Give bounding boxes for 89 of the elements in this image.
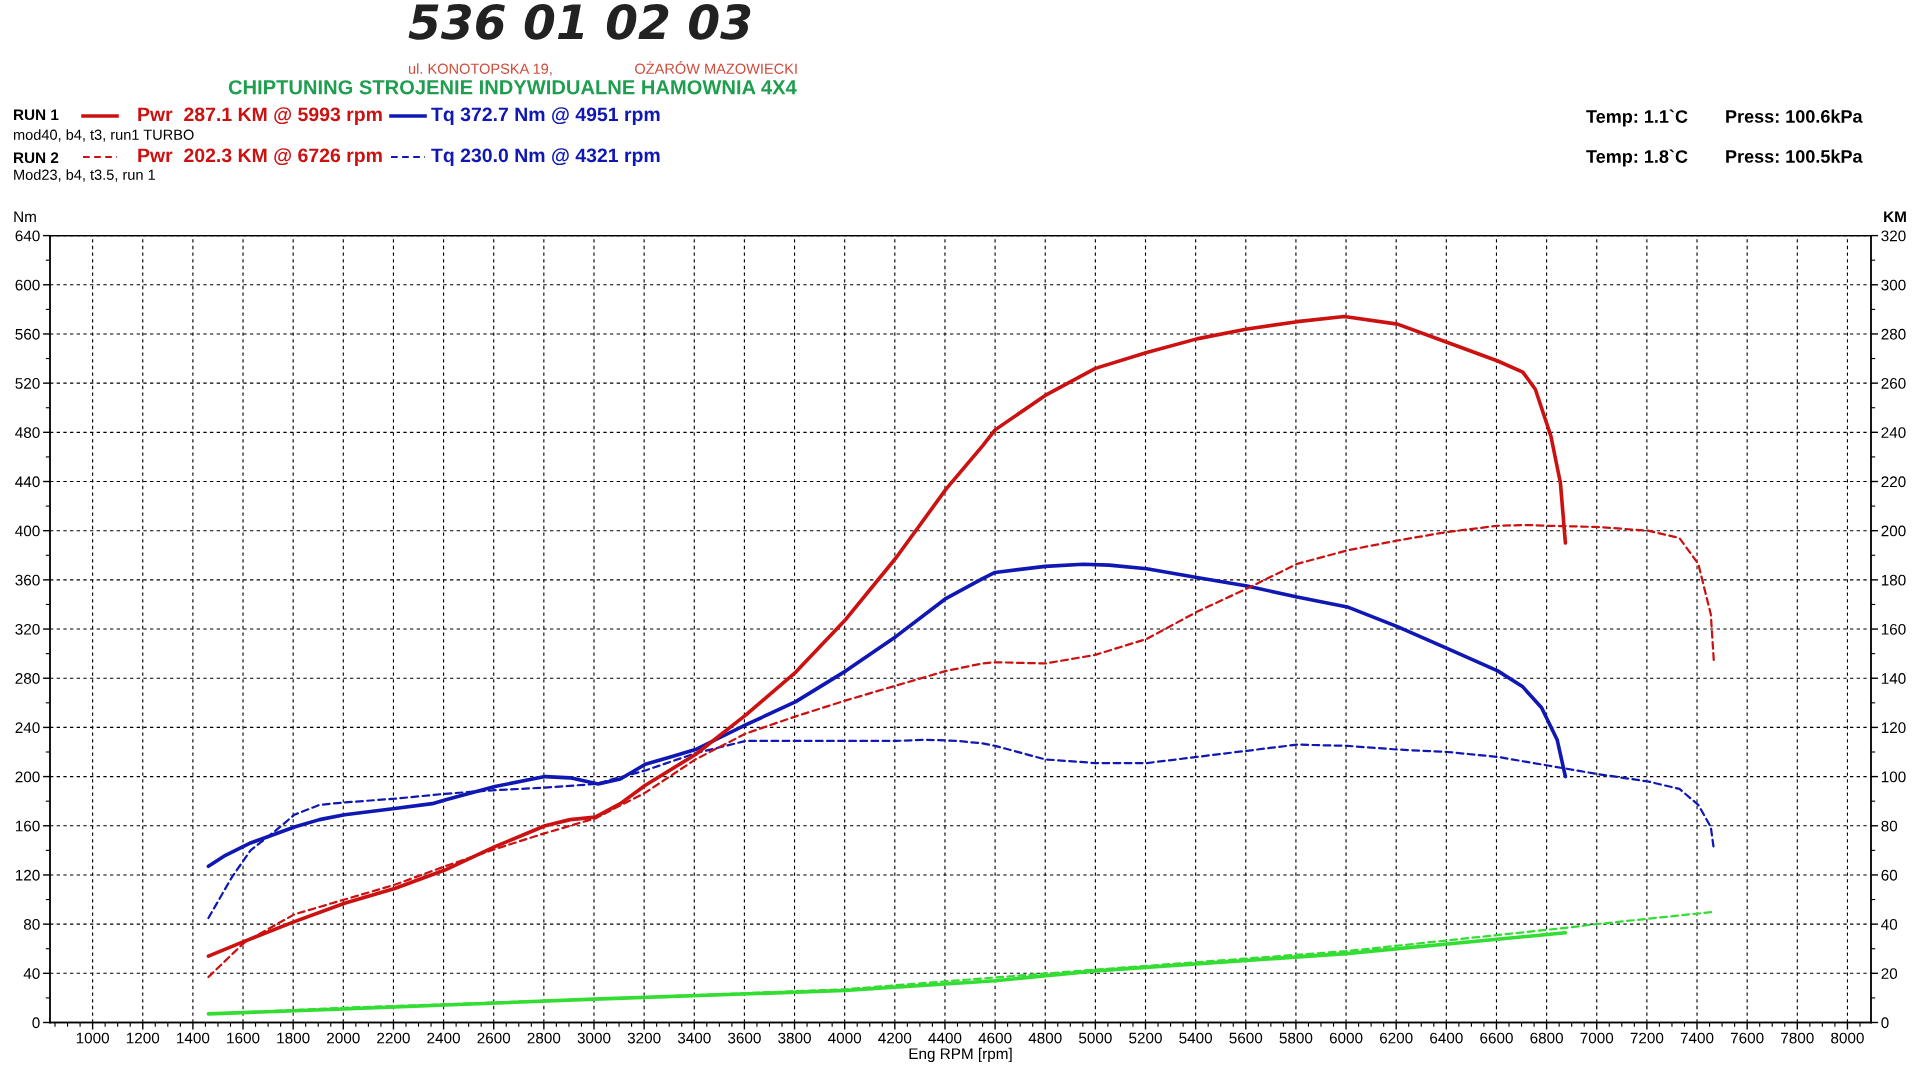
x-tick-label: 1400 bbox=[177, 1032, 210, 1044]
y-tick-label: 440 bbox=[15, 476, 40, 488]
y2-tick-label: 300 bbox=[1881, 279, 1906, 291]
text: mod40, b4, t3, run1 TURBO bbox=[13, 129, 194, 142]
y-tick-label: 40 bbox=[23, 968, 40, 979]
x-tick-label: 2000 bbox=[327, 1032, 360, 1044]
x-tick-label: 4600 bbox=[978, 1032, 1012, 1044]
y2-tick-label: 200 bbox=[1881, 525, 1906, 537]
y2-tick-label: 140 bbox=[1881, 673, 1906, 684]
text: 536 01 02 03 bbox=[408, 3, 751, 40]
x-tick-label: 1200 bbox=[126, 1032, 160, 1044]
x-tick-label: 3800 bbox=[778, 1032, 811, 1044]
x-tick-label: 5000 bbox=[1078, 1032, 1112, 1044]
y-tick-label: 480 bbox=[15, 427, 40, 439]
legend-label: Pwr 287.1 KM @ 5993 rpm bbox=[138, 107, 382, 126]
x-tick-label: 7800 bbox=[1781, 1032, 1814, 1044]
y2-tick-label: 280 bbox=[1881, 328, 1906, 340]
legend-label: Tq 372.7 Nm @ 4951 rpm bbox=[431, 107, 660, 126]
y-tick-label: 0 bbox=[32, 1017, 40, 1029]
x-tick-label: 3400 bbox=[677, 1032, 711, 1044]
text: CHIPTUNING STROJENIE INDYWIDUALNE HAMOWNIA 4X4 bbox=[228, 80, 797, 95]
y2-tick-label: 120 bbox=[1881, 722, 1906, 734]
y-tick-label: 600 bbox=[15, 279, 40, 291]
y2-tick-label: 60 bbox=[1881, 869, 1898, 881]
y-tick-label: 520 bbox=[15, 378, 40, 389]
x-tick-label: 2400 bbox=[427, 1032, 460, 1044]
y-tick-label: 240 bbox=[15, 722, 40, 734]
text: OŻARÓW MAZOWIECKI bbox=[635, 61, 797, 74]
x-tick-label: 7400 bbox=[1680, 1032, 1714, 1044]
y2-tick-label: 180 bbox=[1881, 574, 1906, 586]
x-tick-label: 6800 bbox=[1530, 1032, 1564, 1044]
y-tick-label: 320 bbox=[15, 623, 40, 635]
x-tick-label: 2800 bbox=[527, 1032, 561, 1044]
x-tick-label: 4000 bbox=[828, 1032, 862, 1044]
x-tick-label: 2200 bbox=[377, 1032, 410, 1044]
y2-tick-label: 0 bbox=[1881, 1017, 1889, 1029]
x-tick-label: 7000 bbox=[1580, 1032, 1614, 1044]
x-tick-label: 3000 bbox=[577, 1032, 611, 1044]
y-tick-label: 400 bbox=[15, 525, 40, 537]
x-axis-title: Eng RPM [rpm] bbox=[909, 1047, 1012, 1063]
x-tick-label: 2600 bbox=[477, 1032, 511, 1044]
y2-tick-label: 100 bbox=[1881, 771, 1906, 783]
y-tick-label: 200 bbox=[15, 771, 40, 783]
x-tick-label: 7200 bbox=[1630, 1032, 1664, 1044]
x-tick-label: 6200 bbox=[1379, 1032, 1413, 1044]
legend-label: Tq 230.0 Nm @ 4321 rpm bbox=[431, 148, 660, 167]
y2-tick-label: 240 bbox=[1881, 427, 1906, 439]
x-tick-label: 3600 bbox=[728, 1032, 761, 1044]
y2-tick-label: 220 bbox=[1881, 476, 1906, 488]
y2-tick-label: 160 bbox=[1881, 623, 1906, 635]
text: ul. KONOTOPSKA 19, bbox=[408, 63, 552, 76]
x-tick-label: 1000 bbox=[76, 1032, 110, 1044]
y2-tick-label: 320 bbox=[1881, 230, 1906, 242]
text: RUN 1 bbox=[14, 109, 59, 121]
x-tick-label: 5400 bbox=[1179, 1032, 1213, 1044]
x-tick-label: 5600 bbox=[1229, 1032, 1263, 1044]
x-tick-label: 6600 bbox=[1480, 1032, 1513, 1044]
text: Press: 100.5kPa bbox=[1726, 149, 1863, 163]
y-tick-label: 360 bbox=[15, 574, 40, 586]
text: Temp: 1.8`C bbox=[1586, 149, 1688, 167]
y2-tick-label: 260 bbox=[1881, 378, 1906, 389]
x-tick-label: 6400 bbox=[1430, 1032, 1463, 1044]
y-tick-label: 160 bbox=[15, 820, 40, 832]
y2-tick-label: 20 bbox=[1881, 968, 1898, 979]
y-tick-label: 120 bbox=[15, 869, 40, 881]
y2-tick-label: 80 bbox=[1881, 820, 1898, 832]
x-tick-label: 4200 bbox=[878, 1032, 912, 1044]
legend-label: Pwr 202.3 KM @ 6726 rpm bbox=[138, 148, 382, 167]
y2-tick-label: 40 bbox=[1881, 919, 1898, 930]
x-tick-label: 4800 bbox=[1028, 1032, 1062, 1044]
x-tick-label: 5200 bbox=[1129, 1032, 1162, 1044]
x-tick-label: 6000 bbox=[1329, 1032, 1363, 1044]
x-tick-label: 3200 bbox=[627, 1032, 661, 1044]
y-tick-label: 560 bbox=[15, 328, 40, 340]
x-tick-label: 7600 bbox=[1730, 1032, 1764, 1044]
y-tick-label: 80 bbox=[23, 919, 40, 930]
x-tick-label: 1800 bbox=[277, 1032, 310, 1044]
text: RUN 2 bbox=[14, 152, 59, 164]
x-tick-label: 8000 bbox=[1831, 1032, 1864, 1044]
x-tick-label: 5800 bbox=[1279, 1032, 1313, 1044]
x-tick-label: 4400 bbox=[928, 1032, 962, 1044]
text: Press: 100.6kPa bbox=[1726, 109, 1863, 123]
y-tick-label: 280 bbox=[15, 673, 40, 684]
y-axis-title: Nm bbox=[14, 211, 36, 222]
y2-axis-title: KM bbox=[1884, 211, 1906, 222]
y-tick-label: 640 bbox=[15, 230, 40, 242]
x-tick-label: 1600 bbox=[227, 1032, 260, 1044]
text: Mod23, b4, t3.5, run 1 bbox=[14, 169, 155, 182]
text: Temp: 1.1`C bbox=[1586, 109, 1688, 127]
